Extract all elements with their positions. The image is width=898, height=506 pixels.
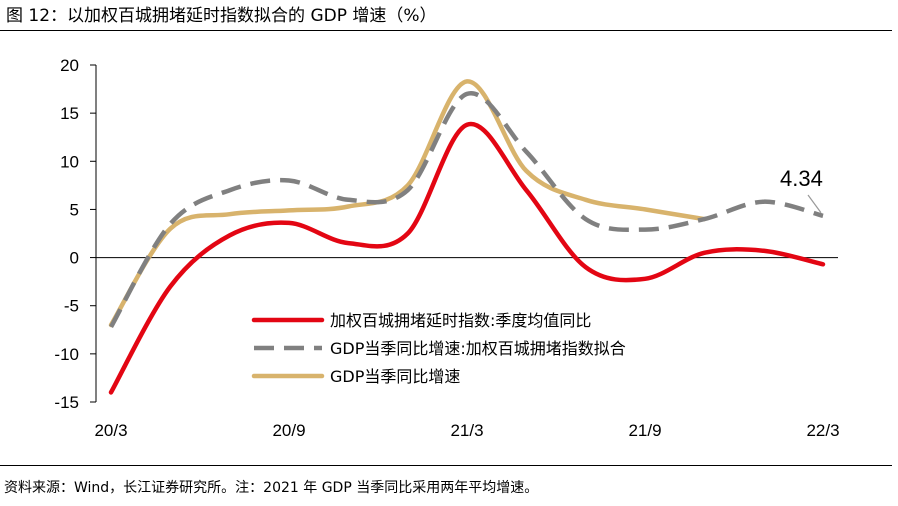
x-tick-label: 21/3	[450, 421, 483, 440]
chart-annotations: 4.34	[780, 166, 823, 214]
y-tick-label: 15	[60, 104, 79, 123]
y-tick-label: -5	[64, 297, 79, 316]
source-note: 资料来源：Wind，长江证券研究所。注：2021 年 GDP 当季同比采用两年平…	[4, 480, 539, 496]
line-chart: 20 15 10 5 0 -5 -10 -15 20/3 20/9 21/3 21/9 22/3 加权百…	[54, 56, 839, 440]
y-tick-label: 10	[60, 152, 79, 171]
legend-label: GDP当季同比增速:加权百城拥堵指数拟合	[330, 339, 626, 358]
y-tick-label: -15	[54, 393, 79, 412]
y-tick-label: -10	[54, 345, 79, 364]
x-tick-label: 20/9	[272, 421, 305, 440]
legend-label: 加权百城拥堵延时指数:季度均值同比	[330, 311, 591, 330]
series-line-gdp-actual	[108, 79, 707, 328]
chart-series	[108, 79, 826, 395]
chart-legend: 加权百城拥堵延时指数:季度均值同比 GDP当季同比增速:加权百城拥堵指数拟合 GDP…	[251, 311, 626, 386]
x-tick-label: 20/3	[94, 421, 127, 440]
chart-axes: 20 15 10 5 0 -5 -10 -15 20/3 20/9 21/3 21/9 22/3	[54, 56, 839, 440]
data-label-annotation: 4.34	[780, 166, 823, 191]
y-tick-label: 20	[60, 56, 79, 75]
y-tick-label: 0	[70, 249, 79, 268]
legend-label: GDP当季同比增速	[330, 367, 460, 386]
x-tick-label: 22/3	[806, 421, 839, 440]
figure-title: 图 12：以加权百城拥堵延时指数拟合的 GDP 增速（%）	[6, 6, 437, 26]
footer-divider	[0, 465, 892, 466]
series-line-gdp-fitted	[109, 91, 824, 329]
series-line-congestion-index	[108, 121, 826, 395]
annotation-leader	[807, 194, 822, 214]
title-divider	[0, 30, 892, 31]
y-tick-label: 5	[70, 200, 79, 219]
x-tick-label: 21/9	[628, 421, 661, 440]
